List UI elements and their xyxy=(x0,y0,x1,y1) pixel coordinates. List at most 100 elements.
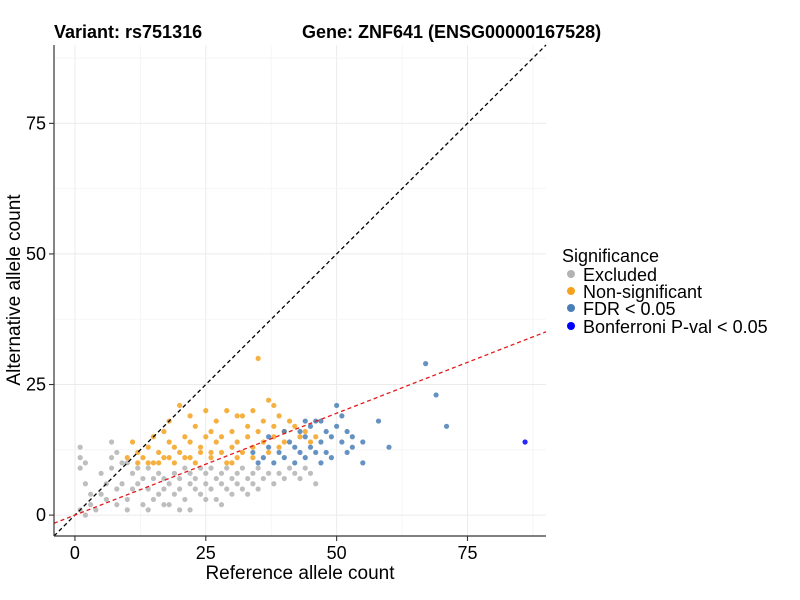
point-excluded xyxy=(82,512,89,518)
point-excluded xyxy=(161,486,167,492)
point-non-significant xyxy=(218,449,225,456)
point-excluded xyxy=(229,475,235,482)
point-fdr-0-05 xyxy=(360,439,366,445)
point-non-significant xyxy=(297,434,303,440)
point-excluded xyxy=(234,470,240,476)
point-excluded xyxy=(145,507,151,513)
point-excluded xyxy=(307,470,314,476)
point-excluded xyxy=(187,507,193,513)
point-excluded xyxy=(265,470,272,476)
point-excluded xyxy=(218,470,225,476)
point-non-significant xyxy=(192,460,198,466)
point-excluded xyxy=(271,481,277,487)
point-excluded xyxy=(182,496,188,503)
point-excluded xyxy=(203,470,209,476)
y-axis-ticks: 0 25 50 75 xyxy=(26,113,54,525)
point-excluded xyxy=(218,481,225,487)
point-fdr-0-05 xyxy=(286,439,293,445)
point-excluded xyxy=(140,475,146,482)
point-non-significant xyxy=(255,428,261,435)
point-excluded xyxy=(276,470,282,476)
point-fdr-0-05 xyxy=(344,428,350,435)
point-excluded xyxy=(239,486,246,492)
point-excluded xyxy=(187,470,193,476)
legend: Significance Excluded Non-significant FD… xyxy=(562,246,768,337)
point-non-significant xyxy=(145,444,151,450)
point-fdr-0-05 xyxy=(339,413,345,419)
point-non-significant xyxy=(313,434,319,440)
point-excluded xyxy=(224,465,230,471)
x-tick-label: 50 xyxy=(327,543,347,563)
point-non-significant xyxy=(177,402,183,409)
x-tick-label: 75 xyxy=(457,543,477,563)
point-excluded xyxy=(114,502,120,508)
point-excluded xyxy=(103,496,109,503)
point-excluded xyxy=(135,481,141,487)
point-excluded xyxy=(218,502,225,508)
point-non-significant xyxy=(150,460,157,466)
point-fdr-0-05 xyxy=(349,444,355,450)
point-non-significant xyxy=(177,449,183,456)
point-excluded xyxy=(187,481,193,487)
point-excluded xyxy=(208,465,214,471)
legend-entry-non-significant: Non-significant xyxy=(567,282,702,302)
point-non-significant xyxy=(265,449,272,456)
point-non-significant xyxy=(234,413,240,419)
point-fdr-0-05 xyxy=(292,460,298,466)
point-non-significant xyxy=(156,449,162,456)
point-excluded xyxy=(77,465,83,471)
point-excluded xyxy=(145,465,151,471)
point-fdr-0-05 xyxy=(260,455,266,461)
point-excluded xyxy=(245,475,251,482)
point-excluded xyxy=(129,486,136,492)
point-fdr-0-05 xyxy=(255,460,261,466)
point-non-significant xyxy=(166,455,172,461)
point-excluded xyxy=(88,491,94,497)
point-fdr-0-05 xyxy=(297,428,303,435)
point-excluded xyxy=(77,455,83,461)
point-excluded xyxy=(150,496,157,503)
point-non-significant xyxy=(197,449,204,456)
point-excluded xyxy=(166,502,172,508)
point-excluded xyxy=(255,465,261,471)
point-fdr-0-05 xyxy=(433,392,439,398)
point-fdr-0-05 xyxy=(302,434,308,440)
point-excluded xyxy=(250,470,256,476)
point-non-significant xyxy=(140,455,146,461)
point-fdr-0-05 xyxy=(344,449,350,456)
point-fdr-0-05 xyxy=(302,455,308,461)
point-non-significant xyxy=(203,408,209,414)
point-non-significant xyxy=(224,460,230,466)
point-fdr-0-05 xyxy=(302,418,308,424)
point-fdr-0-05 xyxy=(349,434,355,440)
point-excluded xyxy=(82,481,89,487)
point-excluded xyxy=(177,486,183,492)
point-excluded xyxy=(208,486,214,492)
point-excluded xyxy=(171,470,177,476)
point-excluded xyxy=(124,507,130,513)
point-excluded xyxy=(292,470,298,476)
point-fdr-0-05 xyxy=(265,444,272,450)
point-non-significant xyxy=(129,439,136,445)
point-excluded xyxy=(166,481,172,487)
point-non-significant xyxy=(250,455,256,461)
legend-entry-fdr: FDR < 0.05 xyxy=(567,299,676,319)
point-non-significant xyxy=(229,444,235,450)
point-non-significant xyxy=(213,439,219,445)
point-non-significant xyxy=(234,439,240,445)
point-excluded xyxy=(108,439,115,445)
y-axis-label: Alternative allele count xyxy=(4,194,25,386)
point-excluded xyxy=(77,444,83,450)
point-non-significant xyxy=(124,455,130,461)
legend-swatch-fdr xyxy=(567,304,575,312)
legend-swatch-excluded xyxy=(567,270,575,278)
point-fdr-0-05 xyxy=(323,428,329,435)
point-fdr-0-05 xyxy=(265,434,272,440)
point-non-significant xyxy=(166,439,172,445)
point-non-significant xyxy=(208,449,214,456)
point-fdr-0-05 xyxy=(360,460,366,466)
point-excluded xyxy=(197,491,204,497)
point-non-significant xyxy=(156,460,162,466)
title-variant: Variant: rs751316 xyxy=(54,22,202,42)
point-excluded xyxy=(250,481,256,487)
